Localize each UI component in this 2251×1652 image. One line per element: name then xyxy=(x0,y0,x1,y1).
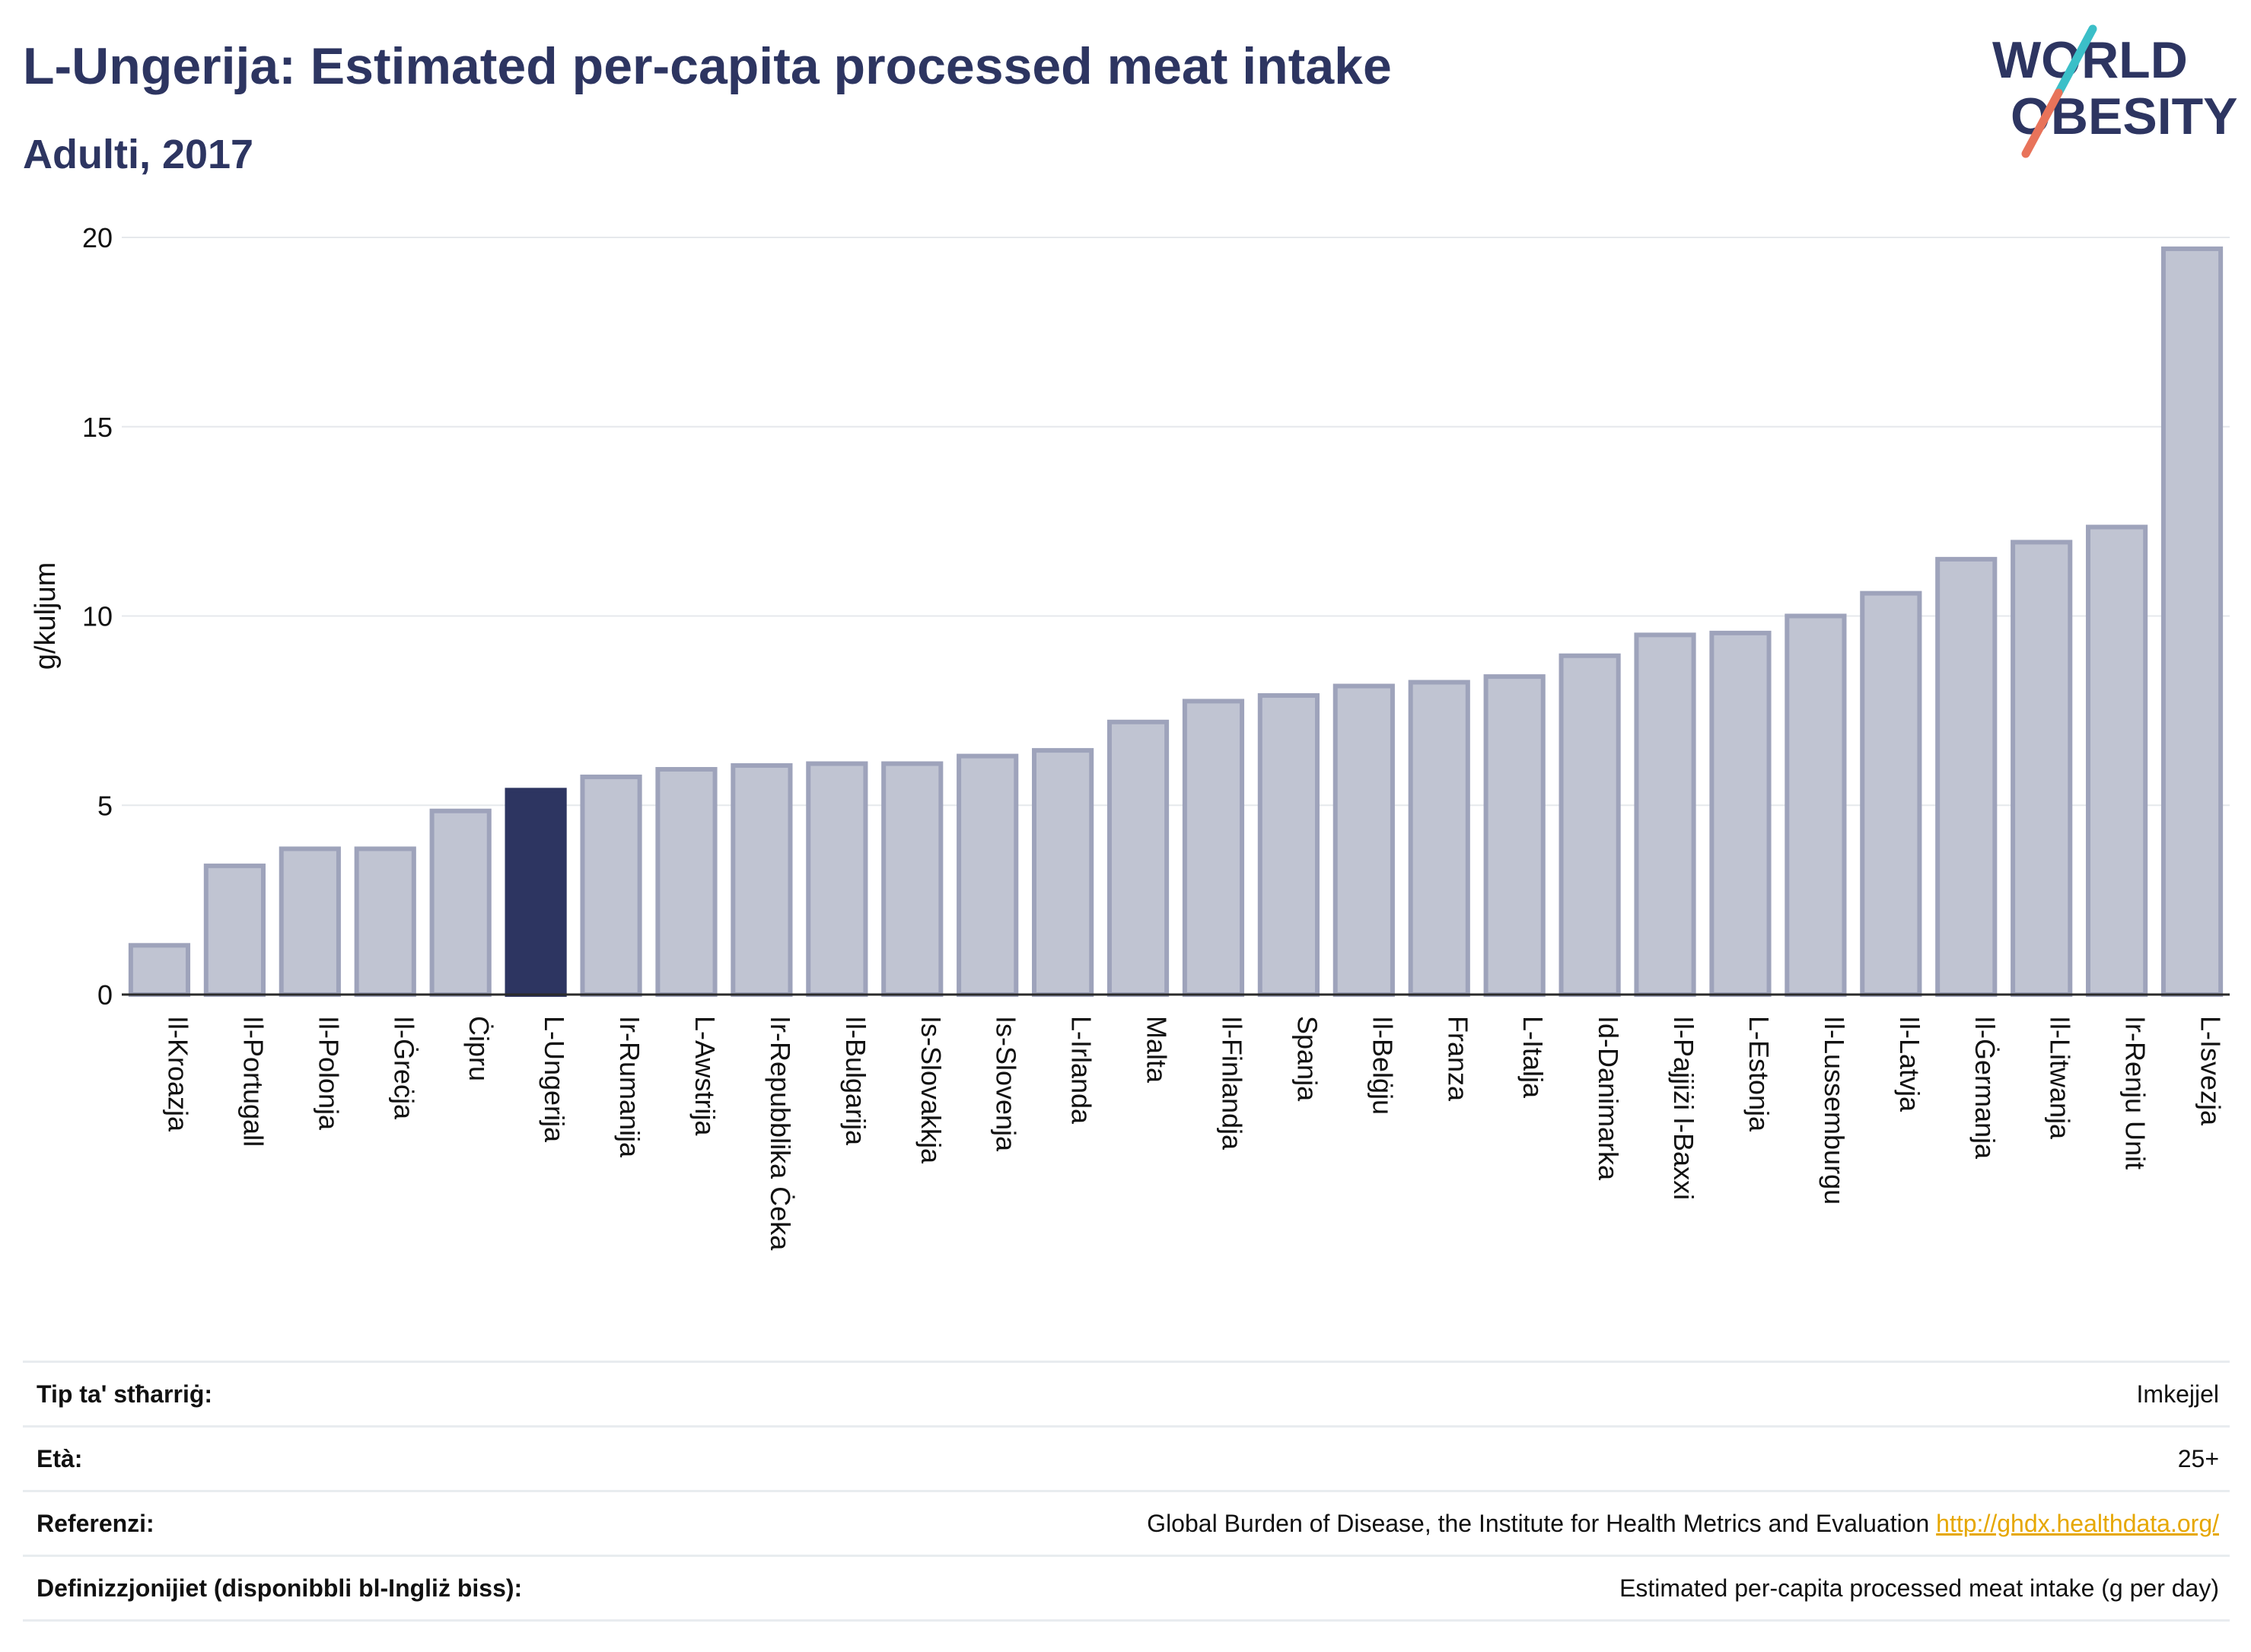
x-tick-label: Il-Lussemburgu xyxy=(1819,1016,1850,1205)
info-value: Imkejjel xyxy=(2137,1380,2230,1408)
bar xyxy=(1785,613,1847,997)
info-value: 25+ xyxy=(2178,1445,2230,1473)
x-tick-label: Spanja xyxy=(1291,1016,1323,1102)
x-tick-label: L-Italja xyxy=(1517,1016,1549,1099)
page-subtitle: Adulti, 2017 xyxy=(23,132,254,177)
bar xyxy=(429,808,492,998)
bars xyxy=(128,246,2224,998)
info-value: Global Burden of Disease, the Institute … xyxy=(1147,1510,2230,1538)
y-tick-label: 20 xyxy=(82,222,113,253)
info-row: Età: 25+ xyxy=(23,1425,2230,1490)
x-tick-label: Il-Bulgarija xyxy=(840,1016,871,1146)
info-row: Tip ta' stħarriġ: Imkejjel xyxy=(23,1361,2230,1425)
bar xyxy=(1860,590,1922,997)
x-tick-label: L-Ungerija xyxy=(539,1016,570,1143)
bar xyxy=(1408,680,1470,997)
bar xyxy=(1709,630,1772,997)
y-tick-label: 15 xyxy=(82,412,113,443)
bar xyxy=(731,763,793,997)
y-tick-label: 10 xyxy=(82,601,113,632)
info-label: Età: xyxy=(37,1444,83,1472)
x-tick-label: Il-Ġermanja xyxy=(1969,1016,2001,1160)
x-tick-label: Franza xyxy=(1442,1016,1473,1102)
y-axis-ticks: 0 5 10 15 20 xyxy=(82,222,113,1011)
info-table: Tip ta' stħarriġ: Imkejjel Età: 25+ Referenz… xyxy=(23,1361,2230,1622)
logo-slash-coral xyxy=(2021,88,2063,158)
x-tick-label: Is-Slovenja xyxy=(991,1016,1022,1152)
x-tick-label: Il-Finlandja xyxy=(1216,1016,1247,1151)
reference-link[interactable]: http://ghdx.healthdata.org/ xyxy=(1936,1509,2219,1537)
x-tick-label: Id-Danimarka xyxy=(1593,1016,1624,1181)
y-axis-label: g/kuljum xyxy=(30,562,62,670)
info-value-text: Estimated per-capita processed meat inta… xyxy=(1619,1574,2219,1602)
x-tick-label: Il-Polonja xyxy=(313,1016,344,1131)
x-tick-label: Is-Slovakkja xyxy=(915,1016,947,1164)
x-tick-label: Il-Pajjiżi l-Baxxi xyxy=(1668,1016,1699,1200)
info-value: Estimated per-capita processed meat inta… xyxy=(1619,1574,2230,1603)
x-tick-label: Malta xyxy=(1141,1016,1173,1084)
bar xyxy=(2011,540,2073,997)
x-tick-label: Ir-Renju Unit xyxy=(2120,1016,2151,1170)
bar xyxy=(1483,674,1546,997)
bar xyxy=(1106,719,1170,997)
info-value-text: Imkejjel xyxy=(2136,1380,2219,1408)
bar xyxy=(881,761,944,998)
info-label: Tip ta' stħarriġ: xyxy=(37,1380,213,1408)
x-tick-label: Il-Litwanja xyxy=(2045,1016,2076,1140)
page-title: L-Ungerija: Estimated per-capita process… xyxy=(23,37,1392,95)
x-tick-label: L-Irlanda xyxy=(1066,1016,1097,1125)
info-row: Referenzi: Global Burden of Disease, the … xyxy=(23,1490,2230,1555)
bar xyxy=(2086,524,2148,997)
info-value-text: Global Burden of Disease, the Institute … xyxy=(1147,1509,1930,1537)
bar xyxy=(1634,632,1696,997)
y-tick-label: 5 xyxy=(97,790,113,821)
x-tick-label: Il-Latvja xyxy=(1894,1016,1925,1112)
bar xyxy=(203,863,266,997)
x-axis-labels: Il-Kroazja Il-Portugall Il-Polonja Il-Ġreċj… xyxy=(162,1016,2226,1251)
bar xyxy=(1559,653,1621,997)
info-label: Referenzi: xyxy=(37,1509,154,1537)
x-tick-label: Il-Kroazja xyxy=(162,1016,193,1132)
bar xyxy=(1935,556,1998,997)
x-tick-label: Il-Portugall xyxy=(237,1016,269,1147)
bar-highlighted xyxy=(505,788,567,997)
world-obesity-logo: WORLD OBESITY xyxy=(1992,24,2238,158)
bar xyxy=(806,761,868,998)
bar xyxy=(1257,692,1320,997)
x-tick-label: Il-Ġreċja xyxy=(388,1016,419,1120)
bar xyxy=(1332,683,1395,997)
y-tick-label: 0 xyxy=(97,979,113,1011)
bar xyxy=(957,753,1019,997)
bar xyxy=(1182,699,1245,997)
x-tick-label: Ir-Repubblika Ċeka xyxy=(765,1016,796,1251)
x-tick-label: Il-Belġju xyxy=(1367,1016,1398,1115)
info-row: Definizzjonijiet (disponibbli bl-Ingliż … xyxy=(23,1555,2230,1622)
bar xyxy=(580,774,642,997)
x-tick-label: Ċipru xyxy=(463,1016,495,1081)
info-value-text: 25+ xyxy=(2177,1444,2219,1472)
bar xyxy=(1032,748,1094,997)
bar xyxy=(128,943,191,997)
logo-slash-teal xyxy=(2054,24,2097,97)
bar xyxy=(655,766,718,997)
x-tick-label: L-Estonja xyxy=(1743,1016,1775,1132)
bar xyxy=(2160,246,2224,997)
x-tick-label: Ir-Rumanija xyxy=(614,1016,645,1158)
bar xyxy=(354,846,416,998)
bar xyxy=(279,846,341,998)
x-tick-label: L-Isvezja xyxy=(2195,1016,2227,1126)
x-tick-label: L-Awstrija xyxy=(689,1016,721,1136)
info-label: Definizzjonijiet (disponibbli bl-Ingliż … xyxy=(37,1574,523,1602)
bar-chart: 0 5 10 15 20 Il-Kroazja Il-Portugall Il-Polonj… xyxy=(30,222,2230,1251)
